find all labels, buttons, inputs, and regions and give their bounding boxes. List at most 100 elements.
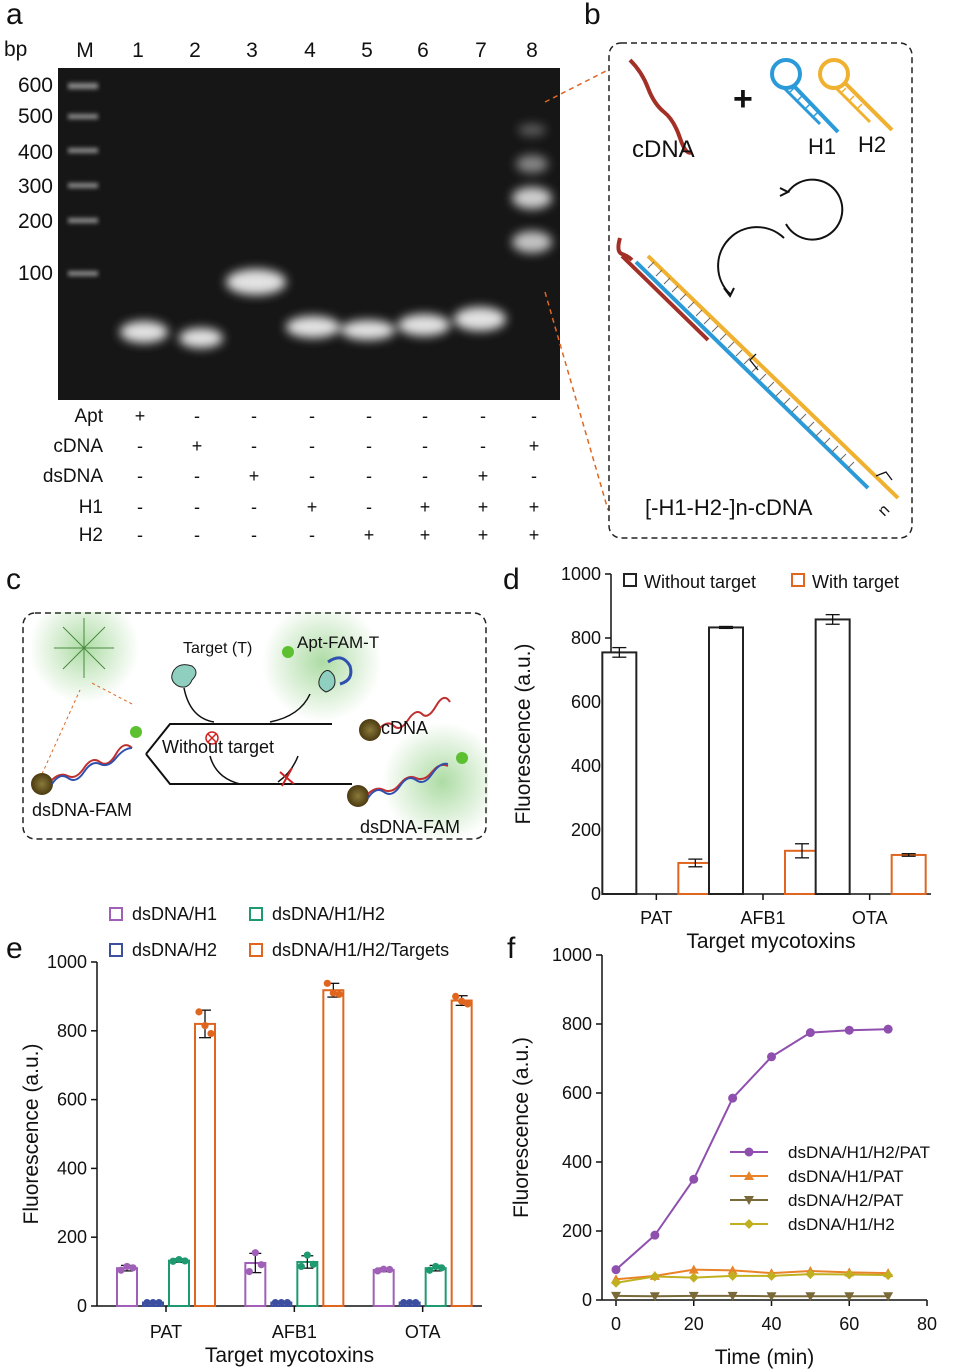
bar [322,989,345,1307]
data-point [689,1174,699,1184]
marker-label: 500 [17,105,53,128]
condition-sign: - [251,436,257,456]
plus-sign: + [733,80,753,118]
data-point [611,1265,621,1275]
legend-label: With target [812,572,899,592]
data-point [805,1292,816,1302]
data-point [688,1272,699,1283]
y-tick-label: 400 [562,1152,592,1172]
condition-sign: + [528,436,540,456]
gel-bands [68,83,552,348]
condition-sign: - [366,497,372,517]
h1-hairpin [770,58,840,134]
y-tick-label: 200 [562,1221,592,1241]
fluorophore-burst [54,618,114,678]
x-tick-label: OTA [852,908,888,928]
y-tick-label: 600 [571,692,601,712]
y-tick-label: 0 [77,1296,87,1316]
legend-label: dsDNA/H1/H2 [272,904,385,924]
condition-sign: - [251,525,257,545]
data-point [844,1269,855,1280]
lane-label: 7 [475,39,487,62]
data-point [257,1261,265,1269]
hca-product [616,237,900,500]
condition-sign: + [248,466,260,486]
condition-sign: + [419,497,431,517]
condition-sign: + [528,525,540,545]
legend-label: Without target [644,572,756,592]
condition-sign: - [366,406,372,426]
x-tick-label: PAT [640,908,672,928]
data-point [688,1264,699,1274]
condition-sign: + [477,525,489,545]
data-point [805,1028,815,1038]
dsdna-fam-right-label: dsDNA-FAM [360,817,461,837]
condition-sign: - [309,406,315,426]
y-tick-label: 800 [562,1014,592,1034]
panel-c-label: c [6,563,21,596]
data-point [766,1292,777,1302]
cdna-strand [628,58,694,155]
lane-label: 2 [189,39,201,62]
condition-name: Apt [74,406,103,427]
bar [814,618,851,895]
condition-sign: + [477,466,489,486]
data-point [143,1298,151,1307]
legend-label: dsDNA/H1/H2/Targets [272,940,449,960]
chart-d: 0 200 400 600 800 1000 Fluorescence (a.u.) Targ… [512,564,931,953]
condition-name: H1 [78,497,103,518]
y-tick-label: 400 [57,1158,87,1178]
bar [708,626,744,895]
lane-label: 3 [246,39,258,62]
legend-label: dsDNA/H1/PAT [788,1167,904,1186]
legend-marker [744,1196,754,1205]
legend-label: dsDNA/H1 [132,904,217,924]
data-point [207,1029,215,1038]
data-point [611,1291,621,1301]
panel-b-label: b [584,0,601,31]
chart-e: 0 200 400 600 800 1000 Fluorescence (a.u.) Targ… [20,904,482,1367]
condition-sign: - [366,466,372,486]
bar [890,853,927,895]
cycle-arrows [717,178,844,298]
x-tick-label: 80 [917,1314,937,1334]
legend-marker [744,1147,754,1157]
condition-name: H2 [78,525,103,546]
condition-sign: - [194,466,200,486]
condition-sign: - [366,436,372,456]
condition-sign: - [137,497,143,517]
y-tick-label: 600 [562,1083,592,1103]
bar [677,861,714,895]
assay-schematic [22,612,488,842]
x-axis-label: Target mycotoxins [686,930,855,953]
data-point [201,1022,209,1030]
data-point [251,1249,259,1257]
series-line [615,1028,889,1271]
zoom-connectors [544,69,609,511]
data-point [386,1265,394,1274]
legend-label: dsDNA/H1/H2 [788,1215,895,1234]
lane-label: 1 [132,39,144,62]
condition-sign: - [422,466,428,486]
data-point [727,1270,738,1281]
data-point [374,1267,382,1275]
series-line [615,1273,889,1284]
condition-sign: - [531,466,537,486]
data-point [650,1230,660,1240]
x-axis-label: Time (min) [715,1346,815,1369]
data-point [412,1298,420,1307]
data-point [438,1264,446,1272]
y-axis-label: Fluorescence (a.u.) [510,1037,533,1218]
data-point [432,1262,440,1271]
data-point [766,1270,777,1281]
data-point [309,1260,317,1268]
condition-sign: + [477,497,489,517]
data-point [245,1268,253,1276]
condition-sign: - [422,406,428,426]
bar [372,1268,395,1308]
data-point [271,1298,279,1307]
without-target-label: Without target [162,737,275,757]
y-tick-label: 400 [571,756,601,776]
data-point [195,1008,203,1016]
data-point [458,997,466,1005]
